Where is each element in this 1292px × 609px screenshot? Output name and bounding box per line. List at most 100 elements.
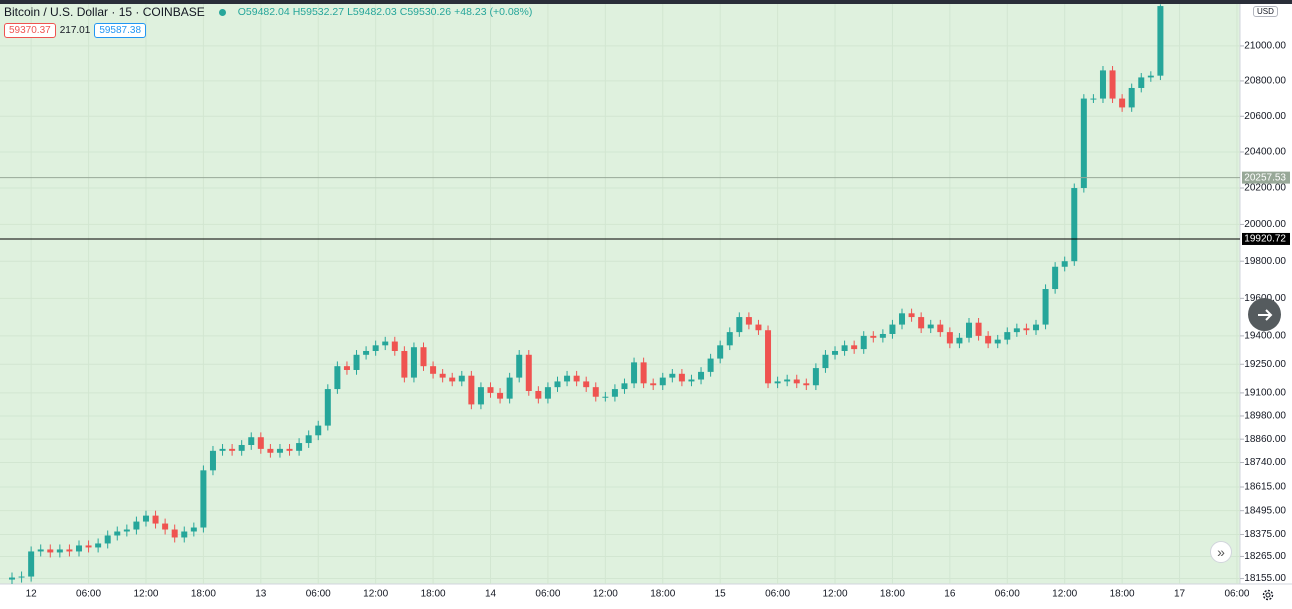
bid[interactable]: 59370.37: [4, 23, 56, 38]
price-axis: [1240, 4, 1292, 584]
candle-body: [698, 371, 705, 380]
candle-body: [190, 527, 197, 532]
x-tick-label: 12:00: [133, 589, 158, 600]
candle-body: [611, 389, 618, 397]
candle-body: [1004, 332, 1011, 340]
gear-icon: [1262, 589, 1274, 601]
candle-body: [1138, 77, 1145, 88]
candle-body: [257, 437, 264, 449]
candle-body: [267, 448, 274, 453]
candle-body: [229, 448, 236, 451]
scroll-right-button[interactable]: [1248, 298, 1281, 331]
candle-body: [468, 375, 475, 405]
price-badge-label: 19920.72: [1244, 234, 1286, 245]
candle-body: [1090, 98, 1097, 100]
candle-body: [487, 387, 494, 393]
header: Bitcoin / U.S. Dollar · 15 · COINBASE O5…: [4, 5, 532, 19]
ohlc: O59482.04 H59532.27 L59482.03 C59530.26 …: [238, 6, 533, 18]
candle-body: [420, 347, 427, 367]
x-tick-label: 18:00: [191, 589, 216, 600]
candle-body: [535, 390, 542, 399]
candle-body: [812, 368, 819, 386]
y-tick-label: 18740.00: [1244, 457, 1286, 468]
x-tick-label: 12:00: [363, 589, 388, 600]
x-tick-label: 18:00: [650, 589, 675, 600]
candle-body: [219, 448, 226, 451]
candle-body: [860, 335, 867, 350]
candle-body: [248, 437, 255, 445]
y-tick-label: 18375.00: [1244, 529, 1286, 540]
candle-body: [745, 317, 752, 325]
candle-body: [544, 387, 551, 399]
candle-body: [851, 345, 858, 350]
settings-button[interactable]: [1260, 587, 1276, 603]
candle-body: [1071, 188, 1078, 262]
candle-body: [410, 347, 417, 378]
y-tick-label: 18615.00: [1244, 482, 1286, 493]
candle-body: [18, 576, 25, 578]
quote-badges: 59370.37 217.01 59587.38: [4, 23, 147, 38]
currency[interactable]: USD: [1253, 6, 1278, 17]
candle-body: [114, 531, 121, 536]
candle-body: [47, 549, 54, 553]
candle-body: [879, 333, 886, 338]
ohlc-value: H59532.27: [292, 6, 345, 18]
candle-body: [889, 324, 896, 334]
x-tick-label: 13: [255, 589, 267, 600]
ask[interactable]: 59587.38: [94, 23, 147, 38]
candle-body: [506, 377, 513, 399]
y-tick-label: 19100.00: [1244, 388, 1286, 399]
candle-body: [439, 373, 446, 378]
candle-body: [994, 339, 1001, 344]
go-to-realtime[interactable]: »: [1210, 541, 1232, 563]
candle-body: [200, 470, 207, 528]
x-tick-label: 12:00: [823, 589, 848, 600]
x-tick-label: 06:00: [306, 589, 331, 600]
price-badge: [1242, 232, 1290, 245]
y-tick-label: 18860.00: [1244, 434, 1286, 445]
y-tick-label: 20800.00: [1244, 76, 1286, 87]
candle-body: [717, 345, 724, 359]
candle-body: [927, 324, 934, 329]
y-tick-label: 21000.00: [1244, 41, 1286, 52]
candle-body: [583, 381, 590, 388]
candle-body: [966, 322, 972, 338]
candle-body: [324, 389, 331, 426]
candle-body: [736, 317, 743, 333]
candle-body: [554, 381, 561, 388]
candle-body: [209, 450, 216, 471]
x-tick-label: 16: [944, 589, 956, 600]
y-tick-label: 19800.00: [1244, 256, 1286, 267]
candle-body: [784, 379, 791, 382]
candle-body: [286, 448, 293, 451]
candle-body: [650, 383, 657, 386]
candle-body: [525, 354, 532, 391]
candle-body: [75, 545, 82, 552]
candle-body: [391, 341, 398, 351]
y-tick-label: 20200.00: [1244, 183, 1286, 194]
candle-body: [1128, 87, 1135, 108]
ohlc-value: O59482.04: [237, 6, 290, 18]
candle-body: [659, 377, 666, 386]
candle-body: [458, 375, 465, 382]
overlay: 20257.53 19920.72: [0, 171, 1290, 245]
candle-body: [516, 354, 523, 378]
candle-body: [640, 362, 647, 384]
x-tick-label: 12:00: [1052, 589, 1077, 600]
candle-body: [975, 322, 982, 336]
candle-body: [477, 387, 484, 405]
candle-body: [28, 551, 35, 577]
price-badge-label: 20257.53: [1244, 172, 1286, 183]
candle-body: [726, 332, 733, 346]
candle-body: [56, 549, 63, 553]
ohlc-value: C59530.26: [399, 6, 452, 18]
candle-body: [372, 345, 379, 351]
candle-body: [793, 379, 800, 384]
candle-body: [832, 350, 839, 355]
candle-body: [621, 383, 628, 390]
y-tick-label: 18980.00: [1244, 411, 1286, 422]
candle-body: [946, 332, 953, 344]
x-tick-label: 06:00: [1224, 589, 1249, 600]
